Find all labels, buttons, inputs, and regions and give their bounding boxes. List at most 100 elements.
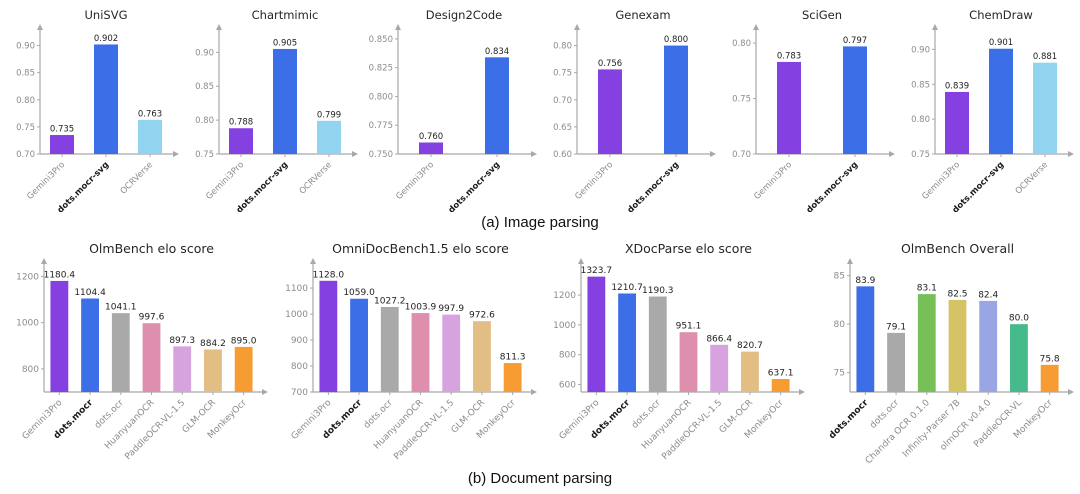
bar bbox=[81, 298, 99, 392]
y-tick-label: 0.75 bbox=[732, 95, 751, 105]
y-axis-arrow-icon bbox=[574, 24, 580, 30]
y-tick-label: 900 bbox=[290, 336, 307, 346]
chart-title: Design2Code bbox=[426, 8, 502, 22]
bar bbox=[856, 286, 875, 392]
x-tick-label: PaddleOCR-VL-1.5 bbox=[392, 398, 456, 462]
y-tick-label: 1200 bbox=[16, 272, 39, 282]
chart-title: SciGen bbox=[802, 8, 842, 22]
chart-omnidocbench1-5-elo-score: OmniDocBench1.5 elo score 700 800 900 1000 11… bbox=[273, 240, 539, 472]
bar-value-label: 0.881 bbox=[1033, 52, 1057, 62]
bar-value-label: 1027.2 bbox=[374, 296, 406, 306]
y-axis-arrow-icon bbox=[932, 24, 938, 30]
y-tick-label: 0.85 bbox=[911, 80, 930, 90]
y-tick-label: 1000 bbox=[285, 310, 308, 320]
y-tick-label: 0.90 bbox=[16, 42, 35, 52]
chart-title: OlmBench Overall bbox=[901, 241, 1014, 256]
x-tick-label: Gemini3Pro bbox=[752, 160, 794, 202]
bar bbox=[411, 313, 430, 392]
bar bbox=[887, 332, 905, 392]
x-tick-label: Gemini3Pro bbox=[204, 160, 246, 202]
x-tick-label: Gemini3Pro bbox=[573, 160, 615, 202]
bar-value-label: 80.0 bbox=[1009, 314, 1029, 324]
bar-value-label: 811.3 bbox=[499, 353, 525, 363]
y-tick-label: 0.80 bbox=[195, 116, 214, 126]
y-tick-label: 1200 bbox=[553, 291, 576, 301]
y-tick-label: 0.800 bbox=[369, 92, 393, 102]
bar bbox=[1033, 62, 1057, 154]
bar bbox=[349, 298, 368, 392]
bar bbox=[380, 306, 399, 392]
bar bbox=[1040, 364, 1059, 392]
y-tick-label: 0.70 bbox=[732, 150, 751, 160]
y-tick-label: 0.70 bbox=[16, 150, 35, 160]
x-axis-arrow-icon bbox=[531, 151, 537, 157]
chart-scigen: SciGen 0.70 0.75 0.80 0.783 Gemini3Pro 0.797 do… bbox=[720, 6, 897, 216]
bar bbox=[273, 48, 297, 154]
bar-value-label: 83.9 bbox=[855, 276, 875, 286]
chart-title: ChemDraw bbox=[969, 8, 1033, 22]
x-tick-label: dots.mocr bbox=[827, 398, 871, 442]
y-tick-label: 0.85 bbox=[195, 82, 214, 92]
y-tick-label: 800 bbox=[559, 351, 576, 361]
bar-value-label: 1059.0 bbox=[343, 288, 375, 298]
bar bbox=[94, 44, 118, 154]
bar-value-label: 0.797 bbox=[843, 36, 867, 46]
bar-value-label: 0.839 bbox=[945, 81, 969, 91]
bar bbox=[50, 280, 69, 392]
chart-title: OmniDocBench1.5 elo score bbox=[332, 241, 509, 256]
y-tick-label: 700 bbox=[290, 388, 307, 398]
chart-chartmimic: Chartmimic 0.75 0.80 0.85 0.90 0.788 Gemini3Pr… bbox=[183, 6, 360, 216]
bar-value-label: 0.799 bbox=[317, 110, 341, 120]
y-tick-label: 80 bbox=[834, 320, 846, 330]
y-tick-label: 0.75 bbox=[911, 150, 930, 160]
y-axis-arrow-icon bbox=[41, 258, 47, 264]
chart-xdocparse-elo-score: XDocParse elo score 600 800 1000 1200 1323.7 G… bbox=[541, 240, 807, 472]
bar-value-label: 0.760 bbox=[419, 132, 443, 142]
bar bbox=[503, 363, 522, 392]
y-tick-label: 1000 bbox=[16, 319, 39, 329]
bar bbox=[649, 296, 668, 392]
bar bbox=[142, 323, 161, 392]
chart-canvas: ChemDraw 0.75 0.80 0.85 0.90 0.839 Gemini3Pro 0… bbox=[911, 8, 1074, 216]
bar-value-label: 0.901 bbox=[989, 38, 1013, 48]
x-axis-arrow-icon bbox=[352, 151, 358, 157]
chart-design2code: Design2Code 0.750 0.775 0.800 0.825 0.850 0.76… bbox=[362, 6, 539, 216]
chart-canvas: XDocParse elo score600800100012001323.7G… bbox=[553, 241, 806, 462]
y-tick-label: 0.85 bbox=[16, 69, 35, 79]
y-tick-label: 0.65 bbox=[553, 123, 572, 133]
y-tick-label: 1100 bbox=[285, 284, 308, 294]
bar bbox=[419, 142, 443, 154]
bar bbox=[948, 299, 967, 392]
caption-image-parsing: (a) Image parsing bbox=[481, 214, 599, 231]
bar bbox=[598, 69, 622, 154]
x-axis-arrow-icon bbox=[1067, 389, 1074, 395]
bar bbox=[777, 61, 801, 155]
bar bbox=[741, 351, 760, 392]
chart-canvas: Chartmimic 0.75 0.80 0.85 0.90 0.788 Gemini3Pr… bbox=[195, 8, 358, 216]
y-tick-label: 0.825 bbox=[369, 64, 393, 74]
bar bbox=[138, 119, 162, 154]
bar-value-label: 972.6 bbox=[469, 311, 495, 321]
x-tick-label: Gemini3Pro bbox=[920, 160, 962, 202]
y-tick-label: 0.75 bbox=[195, 150, 214, 160]
bar-value-label: 0.834 bbox=[485, 47, 509, 57]
y-axis-arrow-icon bbox=[578, 258, 585, 264]
x-tick-label: PaddleOCR-VL-1.5 bbox=[661, 398, 725, 462]
x-axis-arrow-icon bbox=[799, 389, 806, 395]
x-tick-label: Gemini3Pro bbox=[394, 160, 436, 202]
bar-value-label: 0.905 bbox=[273, 38, 297, 48]
y-tick-label: 0.775 bbox=[369, 121, 393, 131]
bar bbox=[710, 344, 729, 392]
chart-canvas: OmniDocBench1.5 elo score 700 800 900 1000 11… bbox=[285, 241, 537, 462]
x-axis-arrow-icon bbox=[1068, 151, 1074, 157]
bar bbox=[319, 280, 337, 392]
y-tick-label: 0.90 bbox=[195, 48, 214, 58]
bar-value-label: 884.2 bbox=[200, 339, 226, 349]
y-tick-label: 800 bbox=[22, 365, 39, 375]
chart-canvas: Genexam 0.60 0.65 0.70 0.75 0.80 0.756 Gemini3P… bbox=[553, 8, 716, 216]
chart-unisvg: UniSVG 0.70 0.75 0.80 0.85 0.90 0.735 Gemini3Pr… bbox=[4, 6, 181, 216]
x-tick-label: Gemini3Pro bbox=[25, 160, 67, 202]
y-tick-label: 1000 bbox=[553, 321, 576, 331]
